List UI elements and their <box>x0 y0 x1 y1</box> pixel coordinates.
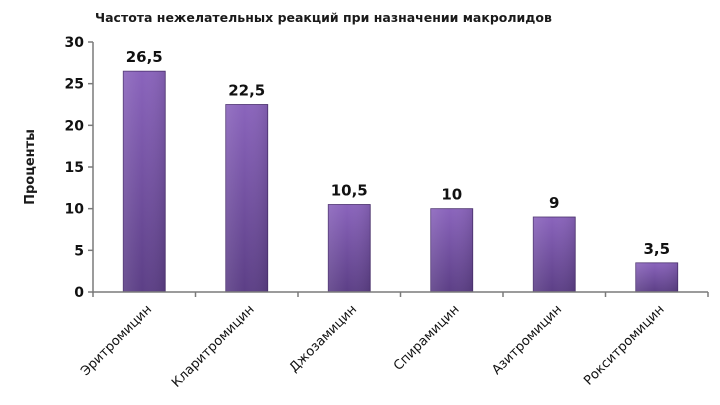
data-label-6: 3,5 <box>643 240 670 258</box>
x-tick-label: Азитромицин <box>489 302 565 378</box>
x-tick-label: Рокситромицин <box>581 302 667 388</box>
data-label-2: 22,5 <box>228 82 265 100</box>
y-tick-label: 30 <box>65 35 85 51</box>
bars <box>122 70 679 293</box>
data-label-1: 26,5 <box>126 48 163 66</box>
data-label-4: 10 <box>441 186 462 204</box>
bar-shine <box>533 217 576 292</box>
y-axis-ticks: 0 5 10 15 20 25 30 <box>65 35 93 301</box>
chart-title: Частота нежелательных реакций при назнач… <box>95 10 552 25</box>
y-tick-label: 10 <box>65 202 85 218</box>
x-tick-label: Спирамицин <box>391 302 463 374</box>
x-tick-label: Джозамицин <box>287 302 360 375</box>
data-labels: 26,5 22,5 10,5 10 9 3,5 <box>126 48 670 258</box>
x-tick-label: Эритромицин <box>78 302 155 379</box>
data-label-3: 10,5 <box>331 182 368 200</box>
x-axis-ticks: Эритромицин Кларитромицин Джозамицин Спирам… <box>78 292 709 391</box>
y-tick-label: 25 <box>65 77 84 93</box>
y-tick-label: 15 <box>65 160 84 176</box>
data-label-5: 9 <box>549 194 559 212</box>
y-tick-label: 0 <box>74 285 84 301</box>
bar-shine <box>430 208 473 292</box>
bar-shine <box>123 71 166 293</box>
bar-shine <box>225 104 268 292</box>
y-tick-label: 5 <box>74 243 84 259</box>
bar-shine <box>328 204 371 292</box>
bar-shine <box>635 262 678 292</box>
y-axis-label: Проценты <box>23 129 38 205</box>
x-tick-label: Кларитромицин <box>169 302 257 390</box>
y-tick-label: 20 <box>65 118 85 134</box>
